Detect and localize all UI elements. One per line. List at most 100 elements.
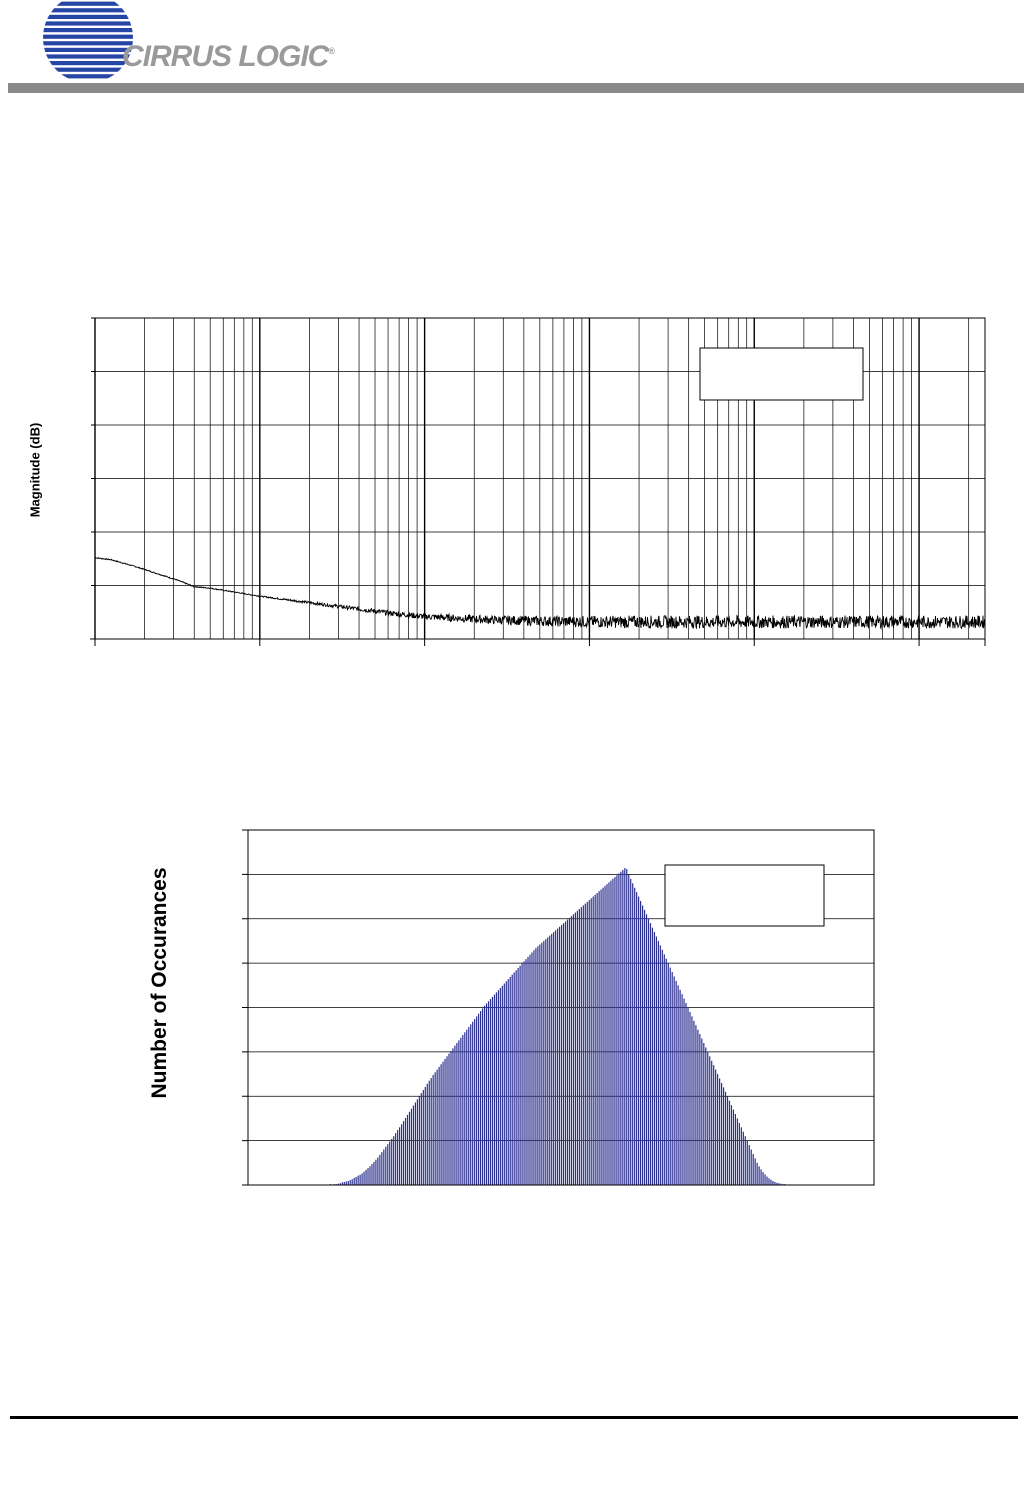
histogram-bar	[657, 940, 659, 1185]
histogram-bar	[426, 1083, 428, 1185]
histogram-bar	[754, 1158, 756, 1186]
histogram-bar	[533, 950, 535, 1185]
histogram-bar	[399, 1127, 401, 1185]
histogram-bar	[620, 871, 622, 1185]
logo-stripe	[43, 41, 133, 46]
histogram-bar	[444, 1058, 446, 1185]
histogram-bar	[430, 1078, 432, 1185]
histogram-bar	[400, 1124, 403, 1185]
histogram-bar	[539, 944, 541, 1185]
histogram-bar	[568, 917, 571, 1185]
histogram-bar	[377, 1157, 379, 1185]
histogram-bar	[416, 1099, 418, 1185]
histogram-bar	[402, 1121, 405, 1185]
histogram-bar	[671, 972, 673, 1185]
histogram-bar	[365, 1169, 367, 1185]
header-bar	[8, 83, 1024, 93]
histogram-bar	[537, 946, 539, 1185]
histogram-bar	[480, 1011, 482, 1185]
histogram-bar	[580, 907, 582, 1185]
histogram-bar	[458, 1040, 460, 1185]
histogram-bar	[515, 970, 517, 1185]
histogram-legend-box	[664, 864, 825, 927]
logo-stripe	[43, 8, 133, 13]
histogram-bar	[531, 952, 533, 1185]
histogram-bar	[776, 1182, 778, 1185]
logo-stripe	[43, 21, 133, 26]
histogram-bar	[483, 1005, 486, 1185]
histogram-bar	[452, 1048, 454, 1185]
histogram-bar	[424, 1086, 426, 1185]
histogram-bar	[448, 1053, 450, 1185]
histogram-bar	[347, 1181, 349, 1185]
histogram-bar	[521, 963, 523, 1185]
histogram-bar	[740, 1127, 742, 1185]
histogram-bar	[566, 919, 569, 1185]
histogram-bar	[545, 939, 547, 1185]
logo-stripe	[43, 34, 133, 39]
histogram-bar	[572, 914, 575, 1185]
histogram-bar	[450, 1050, 452, 1185]
histogram-bar	[586, 901, 588, 1185]
histogram-bar	[673, 976, 675, 1185]
histogram-bar	[645, 914, 648, 1185]
histogram-bar	[466, 1029, 468, 1185]
histogram-bar	[626, 869, 628, 1185]
histogram-bar	[604, 885, 606, 1185]
logo-stripe	[43, 28, 133, 33]
histogram-bar	[661, 949, 663, 1185]
histogram-bar	[529, 954, 531, 1185]
histogram-bar	[489, 999, 492, 1185]
histogram-bar	[647, 918, 650, 1185]
histogram-bar	[770, 1179, 772, 1186]
histogram-bar	[750, 1149, 752, 1185]
logo-stripe	[43, 14, 133, 19]
logo-stripe	[43, 47, 133, 52]
histogram-bar	[414, 1102, 417, 1185]
histogram-bar	[606, 884, 608, 1185]
histogram-bar	[440, 1064, 442, 1185]
histogram-bar	[404, 1117, 407, 1185]
histogram-bar	[717, 1074, 719, 1185]
histogram-bar	[359, 1174, 361, 1185]
histogram-bar	[570, 916, 573, 1185]
histogram-bar	[434, 1072, 436, 1185]
histogram-bar	[436, 1069, 438, 1186]
histogram-bar	[559, 926, 561, 1185]
histogram-bar	[478, 1013, 480, 1185]
histogram-bar	[481, 1008, 484, 1185]
histogram-bar	[724, 1091, 727, 1185]
histogram-bar	[638, 896, 640, 1185]
histogram-bar	[474, 1019, 476, 1185]
histogram-bar	[353, 1177, 355, 1185]
histogram-bar	[764, 1174, 766, 1185]
histogram-bar	[703, 1043, 705, 1185]
logo-stripe	[43, 54, 133, 59]
histogram-bar	[454, 1045, 456, 1185]
brand-wordmark: CIRRUS LOGIC®	[122, 40, 335, 74]
histogram-bar	[385, 1146, 387, 1185]
histogram-bar	[476, 1016, 478, 1186]
histogram-bar	[357, 1175, 359, 1185]
histogram-bar	[732, 1109, 735, 1185]
histogram-bar	[697, 1029, 699, 1185]
histogram-bar	[622, 869, 624, 1185]
histogram-bar	[766, 1176, 768, 1185]
histogram-bar	[472, 1021, 474, 1185]
histogram-bar	[752, 1153, 754, 1185]
brand-name: CIRRUS LOGIC	[122, 40, 329, 73]
histogram-bar	[412, 1105, 415, 1185]
histogram-bar	[393, 1136, 395, 1185]
histogram-bar	[438, 1066, 440, 1185]
histogram-bar	[507, 979, 509, 1185]
histogram-bar	[722, 1087, 725, 1186]
histogram-bar	[505, 981, 507, 1185]
histogram-bar	[687, 1007, 689, 1185]
histogram-bar	[592, 896, 594, 1185]
histogram-bar	[709, 1056, 711, 1185]
histogram-bar	[748, 1145, 750, 1185]
histogram-bar	[497, 990, 499, 1185]
histogram-bar	[602, 887, 604, 1185]
histogram-bar	[397, 1129, 399, 1185]
histogram-bar	[659, 945, 661, 1185]
